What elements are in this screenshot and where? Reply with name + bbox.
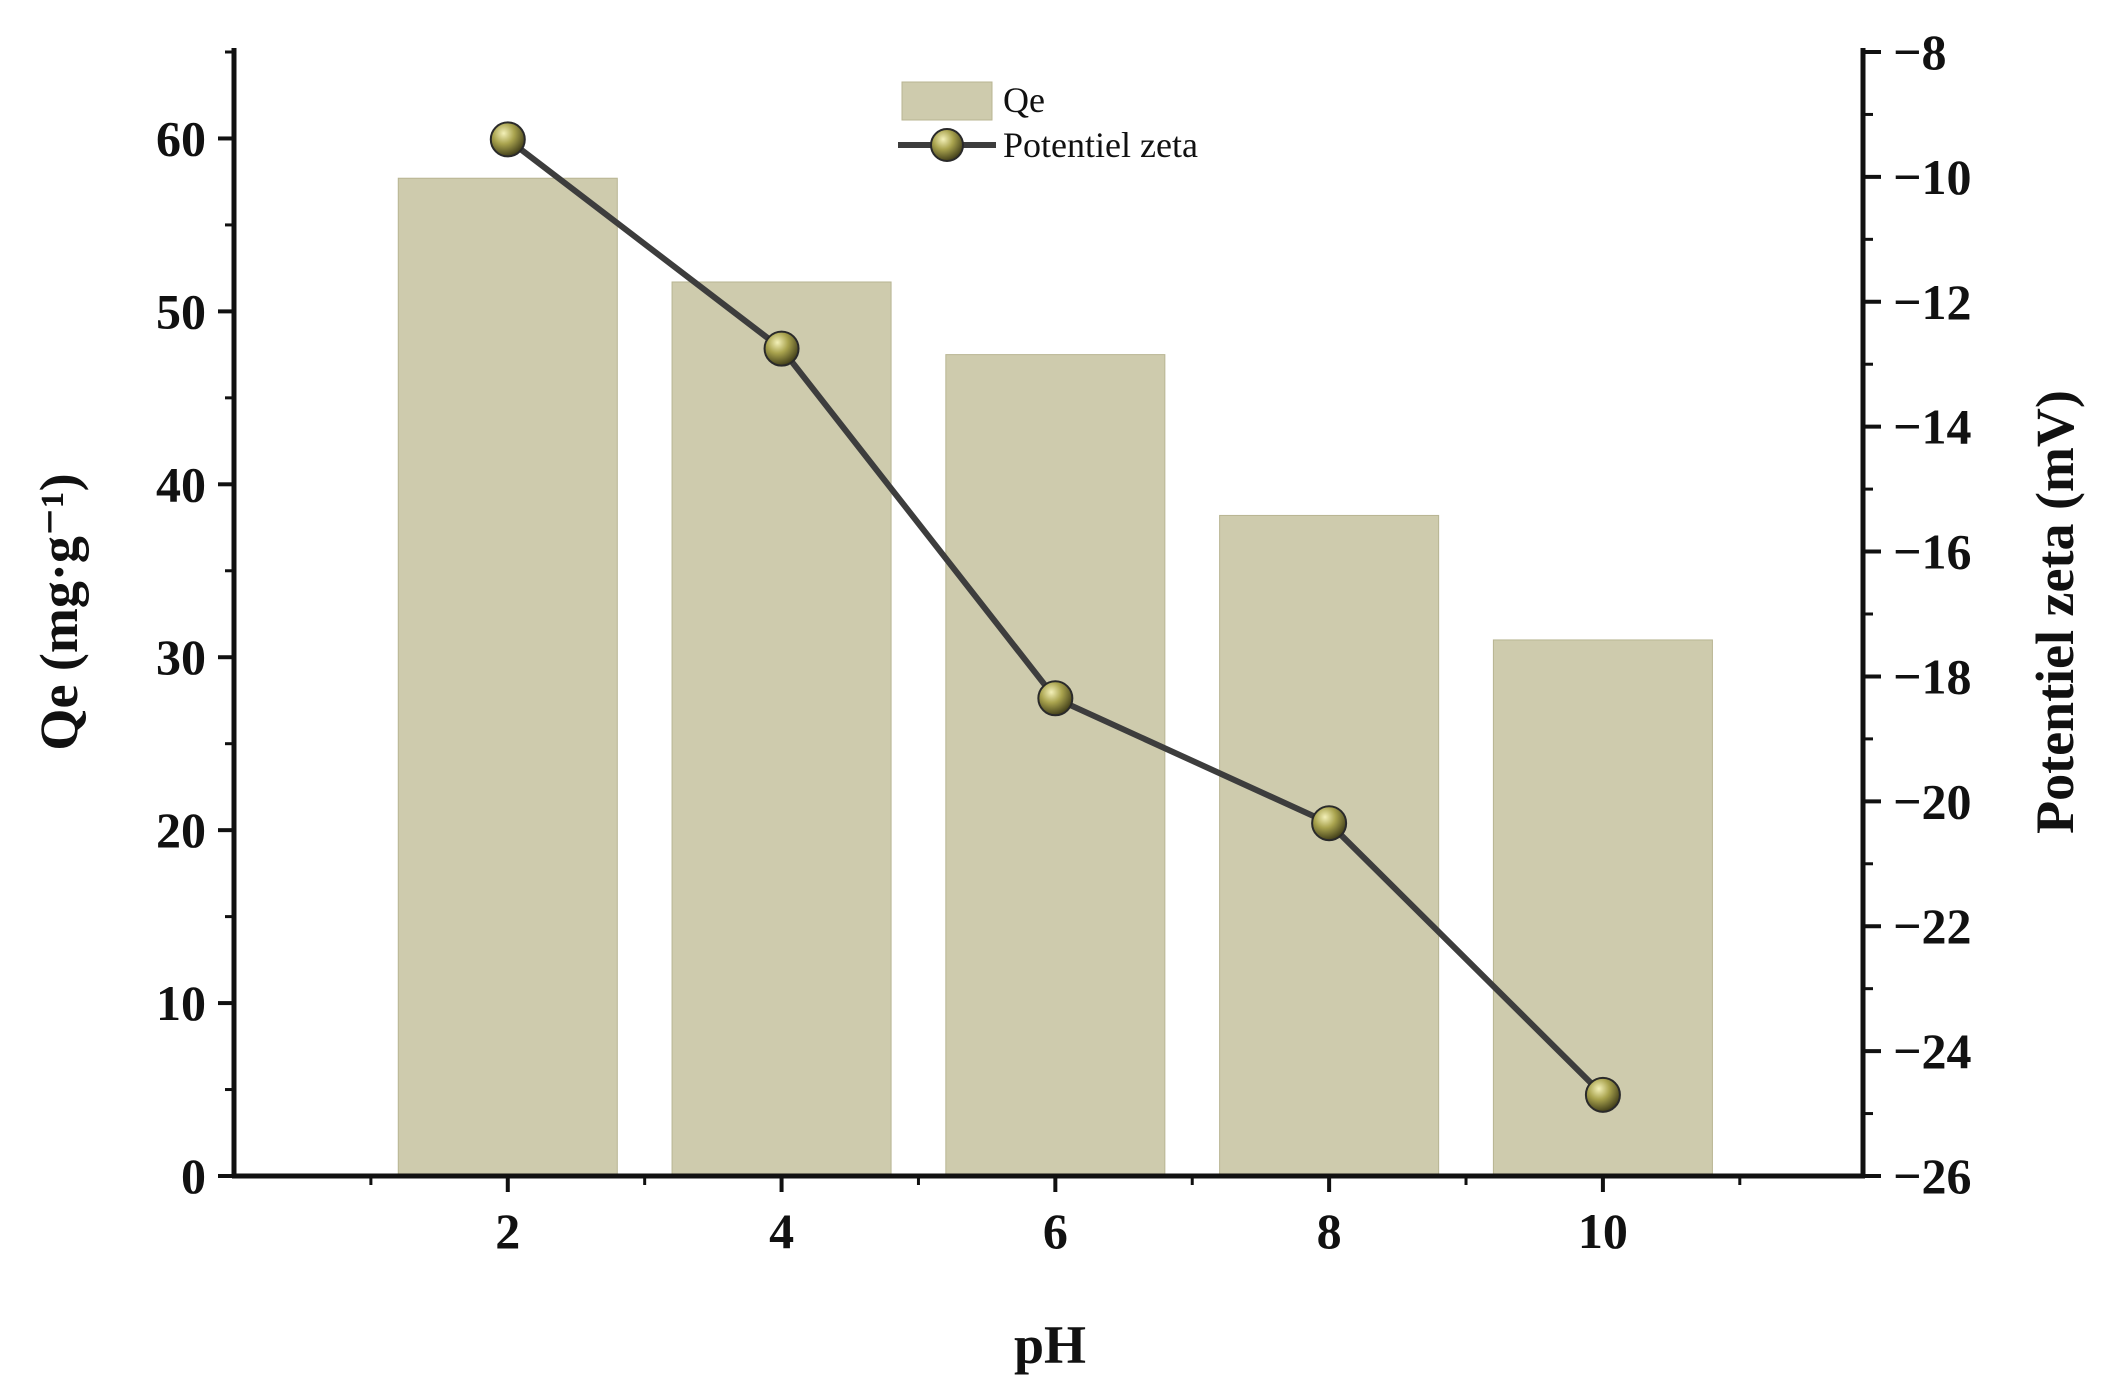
y2-tick-label-0: −26 [1893, 1148, 1972, 1204]
x-tick-label-10: 10 [1578, 1203, 1628, 1259]
y-tick-label-20: 20 [156, 802, 206, 858]
legend-zeta-label: Potentiel zeta [1003, 125, 1198, 165]
y2-tick-label-4: −18 [1893, 648, 1972, 704]
y2-tick-label-1: −24 [1893, 1023, 1972, 1079]
y2-tick-label-7: −12 [1893, 274, 1972, 330]
x-tick-label-4: 4 [769, 1203, 794, 1259]
y-tick-label-50: 50 [156, 283, 206, 339]
x-axis-title: pH [1014, 1315, 1086, 1375]
y-tick-label-30: 30 [156, 629, 206, 685]
zeta-point-2 [489, 121, 526, 158]
x-tick-label-2: 2 [495, 1203, 520, 1259]
y2-tick-label-6: −14 [1893, 399, 1972, 455]
y-axis-title-left: Qe (mg·g⁻¹) [29, 473, 89, 750]
y-tick-label-40: 40 [156, 456, 206, 512]
qe-bar-2 [397, 177, 618, 1177]
y-tick-label-0: 0 [181, 1148, 206, 1204]
zeta-point-4 [763, 330, 800, 367]
y-tick-label-10: 10 [156, 975, 206, 1031]
zeta-line-series [489, 121, 1621, 1113]
y2-tick-label-2: −22 [1893, 898, 1972, 954]
qe-bars [397, 177, 1713, 1177]
zeta-point-8 [1311, 805, 1348, 842]
y2-tick-label-8: −10 [1893, 149, 1972, 205]
tick-labels: 2 4 6 8 10 0 10 20 30 40 50 60 −26 −24 −22 −20 −18 −16 −14… [156, 24, 1972, 1259]
y2-tick-label-5: −16 [1893, 524, 1972, 580]
y2-tick-label-3: −20 [1893, 773, 1972, 829]
axis-ticks [218, 50, 1881, 1192]
legend-qe-swatch [901, 81, 993, 121]
y-axis-title-right: Potentiel zeta (mV) [2025, 390, 2085, 834]
qe-bar-6 [945, 354, 1166, 1177]
x-tick-label-6: 6 [1043, 1203, 1068, 1259]
legend-qe-label: Qe [1003, 80, 1045, 120]
y-tick-label-60: 60 [156, 110, 206, 166]
legend: Qe Potentiel zeta [898, 80, 1198, 165]
qe-bar-4 [671, 281, 892, 1177]
y2-tick-label-9: −8 [1893, 24, 1947, 80]
legend-zeta-marker [930, 128, 964, 162]
x-tick-label-8: 8 [1317, 1203, 1342, 1259]
qe-bar-8 [1219, 514, 1440, 1177]
zeta-point-6 [1037, 680, 1074, 717]
zeta-point-10 [1584, 1076, 1621, 1113]
